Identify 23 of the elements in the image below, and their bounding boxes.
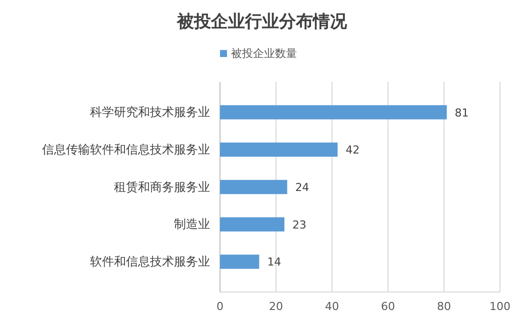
x-tick-label: 60: [381, 300, 395, 313]
data-label: 23: [292, 218, 306, 232]
x-tick-label: 40: [325, 300, 339, 313]
bar: [220, 217, 284, 232]
bar: [220, 254, 260, 269]
data-label: 14: [267, 256, 282, 269]
x-tick-label: 80: [437, 300, 451, 313]
y-tick-label: 科学研究和技术服务业: [90, 105, 210, 120]
bar: [220, 180, 288, 194]
legend-label: 被投企业数量: [231, 47, 297, 60]
y-tick-label: 软件和信息技术服务业: [90, 254, 210, 269]
chart-title: 被投企业行业分布情况: [176, 12, 348, 32]
x-tick-label: 0: [216, 300, 224, 313]
bar: [220, 105, 447, 120]
x-tick-label: 20: [269, 300, 283, 313]
data-label: 24: [295, 181, 310, 194]
bar: [220, 142, 338, 157]
y-tick-label: 信息传输软件和信息技术服务业: [42, 142, 210, 156]
y-tick-label: 租赁和商务服务业: [114, 180, 210, 194]
data-label: 81: [454, 106, 469, 120]
data-label: 42: [346, 144, 360, 157]
y-tick-label: 制造业: [174, 217, 210, 232]
x-tick-label: 100: [490, 300, 510, 313]
